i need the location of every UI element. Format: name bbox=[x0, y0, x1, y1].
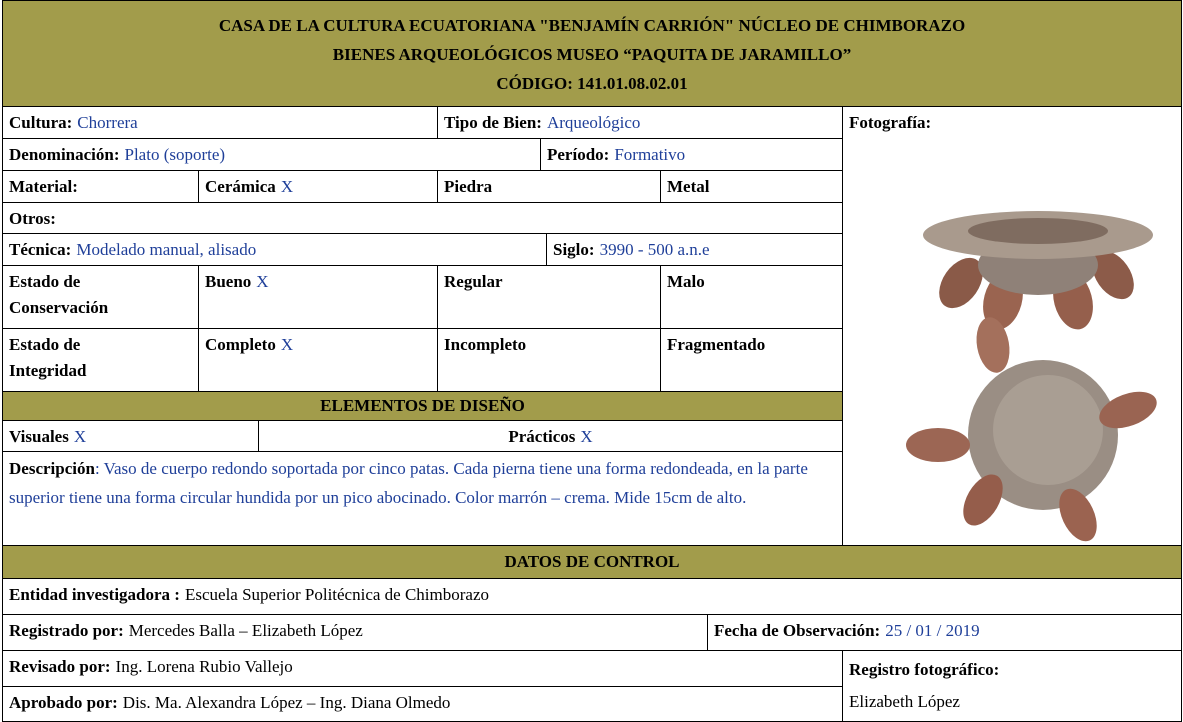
cell: Prácticos X bbox=[258, 420, 843, 452]
photo-side bbox=[923, 211, 1153, 330]
label: Bueno bbox=[205, 272, 252, 291]
cell: Completo X bbox=[198, 328, 438, 392]
label: Estado de Integridad bbox=[9, 335, 87, 380]
cell: Registrado por: Mercedes Balla – Elizabet… bbox=[2, 614, 708, 651]
label: Técnica: bbox=[9, 240, 72, 259]
value: Chorrera bbox=[77, 113, 138, 132]
cell: Fragmentado bbox=[660, 328, 843, 392]
cell: Visuales X bbox=[2, 420, 259, 452]
cell: Tipo de Bien: Arqueológico bbox=[437, 106, 843, 139]
cell: Otros: bbox=[2, 202, 843, 234]
cell: Siglo: 3990 - 500 a.n.e bbox=[546, 233, 843, 266]
label: Metal bbox=[667, 177, 710, 196]
label: Piedra bbox=[444, 177, 493, 196]
description: Descripción: Vaso de cuerpo redondo sopo… bbox=[2, 451, 843, 546]
cell: Entidad investigadora : Escuela Superior … bbox=[2, 578, 1182, 615]
label: Aprobado por: bbox=[9, 693, 118, 712]
value: 3990 - 500 a.n.e bbox=[599, 240, 710, 259]
value: Formativo bbox=[614, 145, 686, 164]
cell: Denominación: Plato (soporte) bbox=[2, 138, 541, 171]
header: CASA DE LA CULTURA ECUATORIANA "BENJAMÍN… bbox=[2, 0, 1182, 107]
label: Descripción bbox=[9, 459, 95, 478]
cell: Metal bbox=[660, 170, 843, 203]
cell: Incompleto bbox=[437, 328, 661, 392]
cell: Estado de Conservación bbox=[2, 265, 199, 329]
label: Material: bbox=[9, 177, 78, 196]
value: Modelado manual, alisado bbox=[76, 240, 257, 259]
value: Plato (soporte) bbox=[124, 145, 226, 164]
value: Dis. Ma. Alexandra López – Ing. Diana Ol… bbox=[122, 693, 451, 712]
value: 25 / 01 / 2019 bbox=[885, 621, 980, 640]
cell: Malo bbox=[660, 265, 843, 329]
value: : Vaso de cuerpo redondo soportada por c… bbox=[9, 459, 808, 507]
cell: Cerámica X bbox=[198, 170, 438, 203]
cell: Regular bbox=[437, 265, 661, 329]
header-line: CÓDIGO: 141.01.08.02.01 bbox=[496, 74, 688, 93]
photo-cell: Fotografía: bbox=[842, 106, 1182, 546]
label: Malo bbox=[667, 272, 705, 291]
label: Denominación: bbox=[9, 145, 120, 164]
label: Período: bbox=[547, 145, 610, 164]
value: Ing. Lorena Rubio Vallejo bbox=[115, 657, 293, 676]
cell: Estado de Integridad bbox=[2, 328, 199, 392]
label: Revisado por: bbox=[9, 657, 111, 676]
cell: Cultura: Chorrera bbox=[2, 106, 438, 139]
label: Entidad investigadora : bbox=[9, 585, 180, 604]
cell: Piedra bbox=[437, 170, 661, 203]
cell: Técnica: Modelado manual, alisado bbox=[2, 233, 547, 266]
label: Completo bbox=[205, 335, 276, 354]
value: Elizabeth López bbox=[849, 692, 960, 711]
mark: X bbox=[580, 427, 593, 446]
section-title: ELEMENTOS DE DISEÑO bbox=[2, 391, 843, 421]
cell: Revisado por: Ing. Lorena Rubio Vallejo bbox=[2, 650, 843, 687]
label: Fotografía: bbox=[849, 113, 932, 132]
label: Registro fotográfico: bbox=[849, 660, 1000, 679]
label: Incompleto bbox=[444, 335, 527, 354]
mark: X bbox=[256, 272, 269, 291]
label: Estado de Conservación bbox=[9, 272, 109, 317]
section-title: DATOS DE CONTROL bbox=[2, 545, 1182, 579]
label: Cerámica bbox=[205, 177, 276, 196]
value: Escuela Superior Politécnica de Chimbora… bbox=[184, 585, 490, 604]
label: Visuales bbox=[9, 427, 69, 446]
photos bbox=[906, 211, 1157, 542]
label: Tipo de Bien: bbox=[444, 113, 542, 132]
label: Otros: bbox=[9, 209, 56, 228]
header-line: CASA DE LA CULTURA ECUATORIANA "BENJAMÍN… bbox=[218, 16, 966, 35]
photo-top bbox=[906, 317, 1157, 542]
label: Prácticos bbox=[508, 427, 576, 446]
cell: Bueno X bbox=[198, 265, 438, 329]
cell: Registro fotográfico: Elizabeth López bbox=[842, 650, 1182, 722]
header-line: BIENES ARQUEOLÓGICOS MUSEO “PAQUITA DE J… bbox=[332, 45, 852, 64]
cell: Período: Formativo bbox=[540, 138, 843, 171]
cell: Material: bbox=[2, 170, 199, 203]
label: Cultura: bbox=[9, 113, 73, 132]
value: Arqueológico bbox=[546, 113, 641, 132]
mark: X bbox=[73, 427, 87, 446]
label: Fragmentado bbox=[667, 335, 766, 354]
value: Mercedes Balla – Elizabeth López bbox=[128, 621, 363, 640]
label: Fecha de Observación: bbox=[714, 621, 881, 640]
label: Registrado por: bbox=[9, 621, 124, 640]
mark: X bbox=[280, 335, 294, 354]
label: Regular bbox=[444, 272, 503, 291]
cell: Fecha de Observación: 25 / 01 / 2019 bbox=[707, 614, 1182, 651]
mark: X bbox=[280, 177, 294, 196]
cell: Aprobado por: Dis. Ma. Alexandra López – … bbox=[2, 686, 843, 722]
label: Siglo: bbox=[553, 240, 595, 259]
